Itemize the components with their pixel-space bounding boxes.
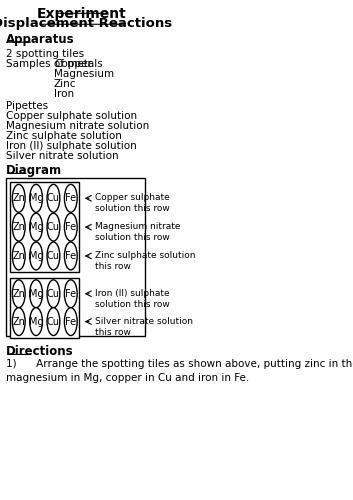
Text: Fe: Fe bbox=[65, 251, 76, 261]
Text: Mg: Mg bbox=[29, 222, 43, 232]
Text: Iron (II) sulphate
solution this row: Iron (II) sulphate solution this row bbox=[95, 289, 169, 309]
Text: Zinc: Zinc bbox=[54, 79, 76, 89]
Text: Zinc sulphate solution: Zinc sulphate solution bbox=[6, 130, 122, 140]
Circle shape bbox=[30, 184, 42, 212]
Circle shape bbox=[47, 308, 60, 336]
Circle shape bbox=[64, 213, 77, 241]
Bar bbox=[6, 178, 145, 336]
Text: Fe: Fe bbox=[65, 289, 76, 299]
Text: Pipettes: Pipettes bbox=[6, 101, 48, 111]
Bar bbox=[10, 278, 79, 338]
Text: Fe: Fe bbox=[65, 222, 76, 232]
Text: Diagram: Diagram bbox=[6, 164, 62, 177]
Text: Copper sulphate
solution this row: Copper sulphate solution this row bbox=[95, 194, 169, 214]
Circle shape bbox=[12, 213, 25, 241]
Text: Cu: Cu bbox=[47, 289, 60, 299]
Circle shape bbox=[64, 242, 77, 270]
Text: Magnesium nitrate solution: Magnesium nitrate solution bbox=[6, 120, 149, 130]
Circle shape bbox=[30, 280, 42, 307]
Text: Fe: Fe bbox=[65, 316, 76, 326]
Text: Samples of metals: Samples of metals bbox=[6, 59, 103, 69]
Text: Cu: Cu bbox=[47, 251, 60, 261]
Text: Cu: Cu bbox=[47, 194, 60, 203]
Text: Displacement Reactions: Displacement Reactions bbox=[0, 18, 172, 30]
Circle shape bbox=[12, 308, 25, 336]
Circle shape bbox=[30, 213, 42, 241]
Text: Mg: Mg bbox=[29, 316, 43, 326]
Circle shape bbox=[64, 184, 77, 212]
Circle shape bbox=[12, 184, 25, 212]
Text: Mg: Mg bbox=[29, 289, 43, 299]
Text: Mg: Mg bbox=[29, 194, 43, 203]
Circle shape bbox=[64, 280, 77, 307]
Text: Cu: Cu bbox=[47, 316, 60, 326]
Text: 2 spotting tiles: 2 spotting tiles bbox=[6, 49, 84, 59]
Circle shape bbox=[12, 242, 25, 270]
Circle shape bbox=[30, 308, 42, 336]
Circle shape bbox=[64, 308, 77, 336]
Text: Copper: Copper bbox=[54, 59, 92, 69]
Text: Zn: Zn bbox=[12, 222, 25, 232]
Text: Zn: Zn bbox=[12, 289, 25, 299]
Text: Fe: Fe bbox=[65, 194, 76, 203]
Text: Zn: Zn bbox=[12, 316, 25, 326]
Circle shape bbox=[47, 242, 60, 270]
Circle shape bbox=[12, 280, 25, 307]
Circle shape bbox=[47, 184, 60, 212]
Text: Iron (II) sulphate solution: Iron (II) sulphate solution bbox=[6, 140, 137, 150]
Text: 1)      Arrange the spotting tiles as shown above, putting zinc in the dimple ma: 1) Arrange the spotting tiles as shown a… bbox=[6, 360, 353, 382]
Text: Iron: Iron bbox=[54, 89, 74, 99]
Text: Directions: Directions bbox=[6, 346, 73, 358]
Text: Silver nitrate solution
this row: Silver nitrate solution this row bbox=[95, 316, 192, 336]
Circle shape bbox=[47, 280, 60, 307]
Circle shape bbox=[30, 242, 42, 270]
Text: Silver nitrate solution: Silver nitrate solution bbox=[6, 150, 119, 160]
Text: Cu: Cu bbox=[47, 222, 60, 232]
Text: Apparatus: Apparatus bbox=[6, 33, 74, 46]
Text: Copper sulphate solution: Copper sulphate solution bbox=[6, 111, 137, 121]
Text: Magnesium: Magnesium bbox=[54, 69, 114, 79]
Bar bbox=[10, 182, 79, 272]
Text: Mg: Mg bbox=[29, 251, 43, 261]
Text: Experiment: Experiment bbox=[37, 8, 127, 22]
Text: Zn: Zn bbox=[12, 251, 25, 261]
Text: Zinc sulphate solution
this row: Zinc sulphate solution this row bbox=[95, 251, 195, 271]
Text: Zn: Zn bbox=[12, 194, 25, 203]
Circle shape bbox=[47, 213, 60, 241]
Text: Magnesium nitrate
solution this row: Magnesium nitrate solution this row bbox=[95, 222, 180, 242]
